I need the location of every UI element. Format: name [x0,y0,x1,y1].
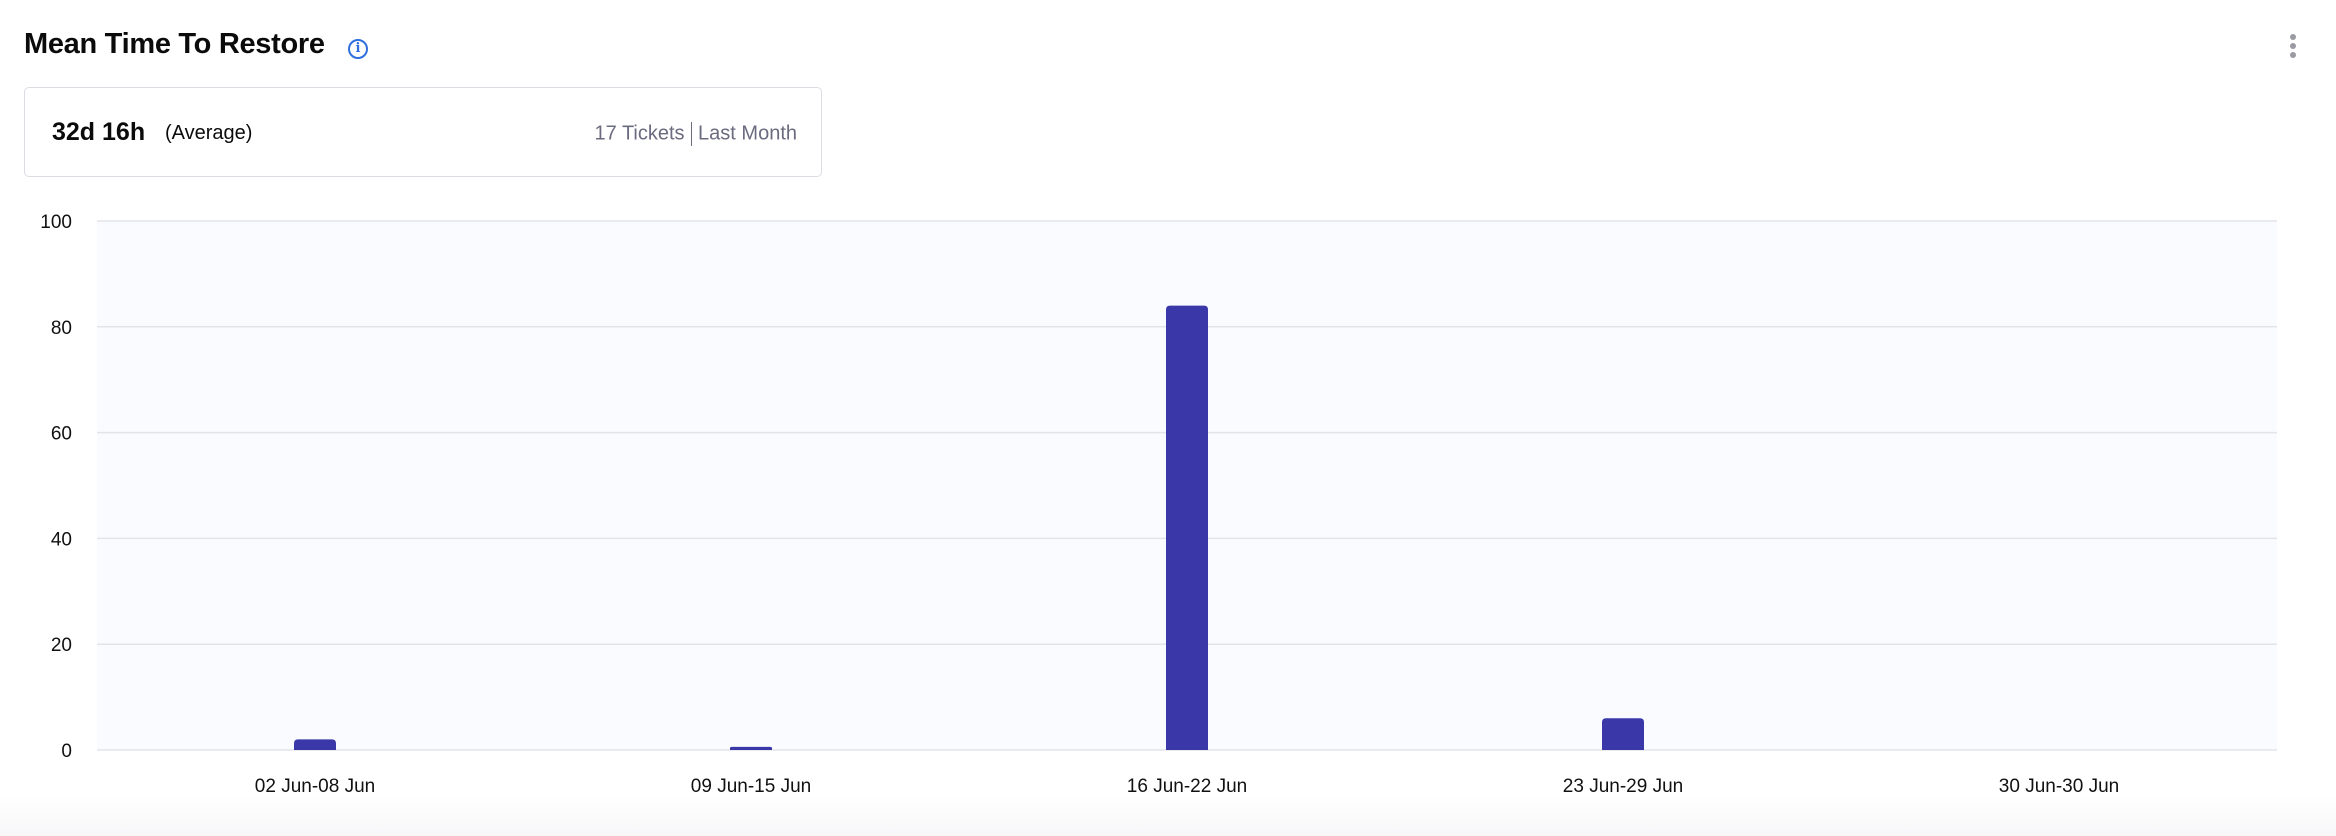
x-tick-label: 09 Jun-15 Jun [691,776,811,797]
bottom-fade [0,796,2336,836]
x-tick-label: 02 Jun-08 Jun [255,776,375,797]
chart-title: Mean Time To Restore [24,28,325,60]
y-tick-label: 80 [51,318,72,339]
bar [1166,305,1208,750]
summary-card: 32d 16h (Average) 17 Tickets Last Month [24,87,822,177]
y-tick-label: 0 [61,741,72,762]
x-tick-label: 30 Jun-30 Jun [1999,776,2119,797]
x-tick-label: 23 Jun-29 Jun [1563,776,1683,797]
ticket-count: 17 Tickets [594,122,685,145]
bar [730,746,772,750]
y-tick-label: 60 [51,424,72,445]
bar [1602,718,1644,750]
y-tick-label: 20 [51,635,72,656]
summary-meta: 17 Tickets Last Month [594,122,797,146]
average-value: 32d 16h [52,118,146,146]
info-icon[interactable]: i [348,39,368,59]
average-label: (Average) [165,122,253,144]
y-tick-label: 40 [51,529,72,550]
bar [294,739,336,750]
y-tick-label: 100 [40,212,72,233]
period-label: Last Month [698,122,797,145]
kebab-menu-icon[interactable] [2286,34,2300,64]
x-tick-label: 16 Jun-22 Jun [1127,776,1247,797]
